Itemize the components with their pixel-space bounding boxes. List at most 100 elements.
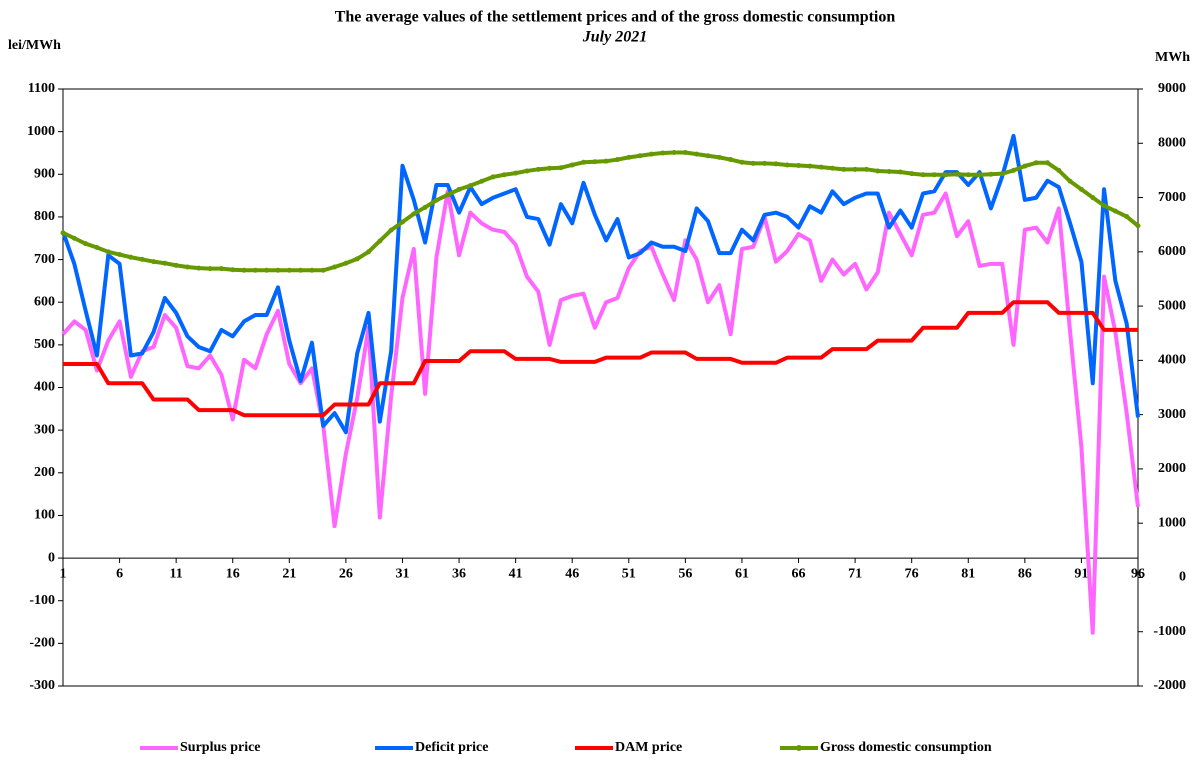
series-marker	[886, 168, 892, 174]
series-marker	[264, 267, 270, 273]
series-marker	[614, 157, 620, 163]
x-tick-label: 21	[282, 566, 296, 581]
x-tick-label: 51	[622, 566, 636, 581]
series-marker	[694, 151, 700, 157]
series-marker	[1011, 167, 1017, 173]
series-marker	[377, 238, 383, 244]
series-marker	[117, 252, 123, 258]
x-tick-label: 41	[509, 566, 523, 581]
series-marker	[83, 241, 89, 247]
series-marker	[1044, 160, 1050, 166]
y2-tick-label: 1000	[1158, 515, 1186, 530]
legend-label: Surplus price	[180, 740, 261, 755]
y-tick-label: 500	[34, 337, 55, 352]
y2-tick-label: -1000	[1153, 624, 1186, 639]
series-marker	[954, 171, 960, 177]
series-marker	[841, 166, 847, 172]
series-marker	[569, 162, 575, 168]
series-marker	[433, 197, 439, 203]
x-tick-label: 76	[905, 566, 919, 581]
series-marker	[762, 160, 768, 166]
series-marker	[388, 227, 394, 233]
x-tick-label: 36	[452, 566, 466, 581]
series-marker	[298, 267, 304, 273]
series-marker	[739, 159, 745, 165]
series-marker	[139, 256, 145, 262]
x-tick-label: 11	[170, 566, 183, 581]
series-marker	[230, 267, 236, 273]
series-marker	[366, 249, 372, 255]
series-marker	[524, 168, 530, 174]
series-marker	[445, 192, 451, 198]
series-marker	[196, 265, 202, 271]
series-marker	[705, 153, 711, 159]
series-marker	[716, 154, 722, 160]
series-marker	[343, 260, 349, 266]
y2-tick-label: 8000	[1158, 135, 1186, 150]
series-marker	[354, 256, 360, 262]
series-marker	[173, 262, 179, 268]
chart-subtitle: July 2021	[582, 29, 647, 46]
series-marker	[863, 166, 869, 172]
y2-tick-label: 4000	[1158, 353, 1186, 368]
series-marker	[479, 178, 485, 184]
series-marker	[796, 163, 802, 169]
series-marker	[1124, 214, 1130, 220]
legend-label: Gross domestic consumption	[820, 740, 992, 755]
x-tick-label: 61	[735, 566, 749, 581]
series-marker	[309, 267, 315, 273]
y2-tick-label: 7000	[1158, 190, 1186, 205]
series-marker	[909, 171, 915, 177]
series-marker	[1067, 178, 1073, 184]
series-line	[61, 189, 1140, 635]
series-marker	[1056, 167, 1062, 173]
series-marker	[999, 171, 1005, 177]
series-marker	[750, 160, 756, 166]
series-marker	[581, 159, 587, 165]
y-tick-label: 100	[34, 508, 55, 523]
x-tick-label: 1	[60, 566, 67, 581]
series-marker	[1112, 208, 1118, 214]
series-marker	[411, 211, 417, 217]
series-marker	[94, 244, 100, 250]
x-tick-label: 16	[226, 566, 240, 581]
y2-tick-label: -2000	[1153, 678, 1186, 693]
series-marker	[648, 151, 654, 157]
series-marker	[501, 172, 507, 178]
x-tick-label: 56	[678, 566, 692, 581]
y-tick-label: -100	[29, 593, 55, 608]
series-marker	[852, 166, 858, 172]
series-marker	[773, 161, 779, 167]
y-tick-label: 900	[34, 167, 55, 182]
legend-label: Deficit price	[415, 740, 488, 755]
y-tick-label: 0	[48, 550, 55, 565]
x-tick-label: 71	[848, 566, 862, 581]
x-tick-label: 96	[1131, 566, 1145, 581]
series-marker	[558, 165, 564, 171]
series-marker	[105, 249, 111, 255]
series-marker	[1135, 223, 1141, 229]
y-tick-label: 800	[34, 209, 55, 224]
y2-axis-label: MWh	[1155, 50, 1190, 65]
series-marker	[332, 264, 338, 270]
series-marker	[422, 204, 428, 210]
series-marker	[547, 165, 553, 171]
series-marker	[897, 169, 903, 175]
y2-tick-label: 6000	[1158, 244, 1186, 259]
series-marker	[637, 153, 643, 159]
series-marker	[784, 162, 790, 168]
series-marker	[920, 172, 926, 178]
series-marker	[71, 235, 77, 241]
series-marker	[1090, 195, 1096, 201]
series-marker	[931, 172, 937, 178]
series-marker	[807, 163, 813, 169]
series-marker	[603, 158, 609, 164]
y-tick-label: -200	[29, 636, 55, 651]
series-marker	[275, 267, 281, 273]
series-marker	[988, 171, 994, 177]
series-marker	[467, 183, 473, 189]
series-marker	[829, 165, 835, 171]
chart-title: The average values of the settlement pri…	[335, 9, 896, 26]
series-marker	[671, 149, 677, 155]
